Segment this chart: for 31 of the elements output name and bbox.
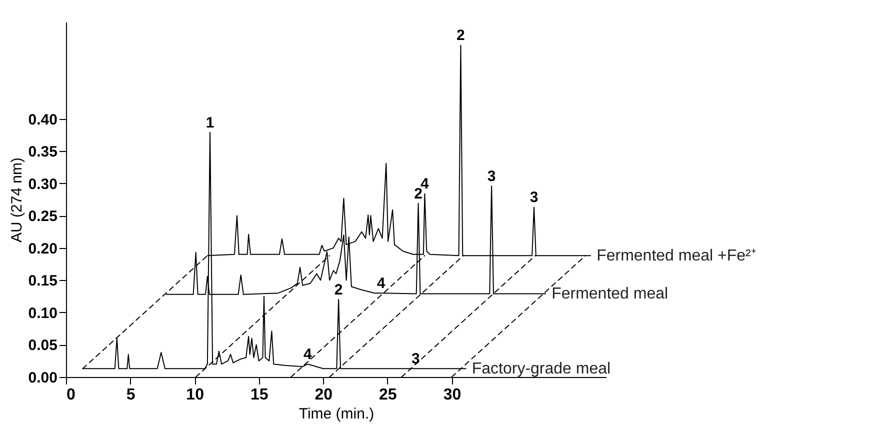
series-label: Fermented meal +Fe²⁺	[596, 248, 756, 265]
series-label: Fermented meal	[552, 286, 668, 303]
y-tick-label: 0.20	[28, 240, 58, 258]
annotation: 3	[487, 168, 496, 185]
x-tick-label: 15	[250, 386, 268, 404]
x-tick-label: 10	[186, 386, 204, 404]
y-tick-label: 0.35	[28, 144, 58, 161]
y-tick-label: 0.30	[28, 176, 58, 193]
series-label: Factory-grade meal	[472, 360, 611, 378]
x-tick-label: 25	[379, 386, 397, 404]
y-tick-label: 0.25	[28, 208, 58, 226]
y-tick-label: 0.05	[28, 337, 58, 354]
y-tick-label: 0.00	[28, 370, 58, 386]
annotation: 3	[412, 350, 420, 368]
annotation: 2	[456, 27, 465, 44]
x-tick-label: 20	[314, 386, 333, 404]
x-tick-label: 30	[443, 386, 462, 404]
annotation: 4	[420, 176, 430, 193]
x-tick-label: 5	[126, 386, 136, 404]
y-tick-label: 0.10	[28, 304, 58, 322]
annotation: 2	[334, 282, 343, 299]
annotation: 4	[376, 275, 386, 292]
y-tick-label: 0.15	[28, 272, 58, 290]
annotation: 1	[206, 114, 214, 132]
y-tick-label: 0.40	[28, 111, 58, 128]
annotation: 3	[530, 189, 538, 206]
annotation: 2	[414, 185, 422, 202]
y-axis-title: AU (274 nm)	[8, 157, 26, 243]
x-axis-title: Time (min.)	[298, 406, 374, 422]
x-tick-label: 0	[66, 386, 76, 404]
annotation: 4	[304, 346, 313, 364]
